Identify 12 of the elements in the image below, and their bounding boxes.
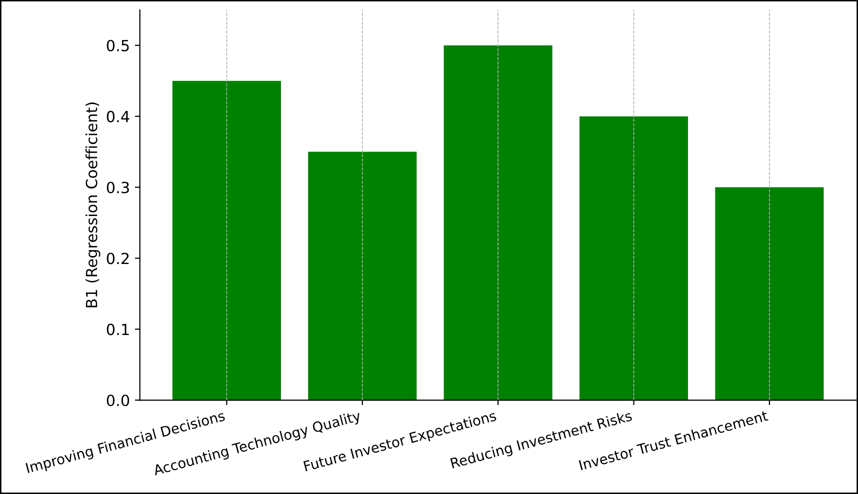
y-tick-label: 0.5: [106, 40, 129, 52]
y-axis-title: B1 (Regression Coefficient): [85, 102, 100, 308]
y-tick-label: 0.0: [106, 394, 130, 406]
bar: [579, 116, 688, 400]
y-tick-label: 0.3: [106, 182, 129, 194]
bar: [715, 187, 824, 400]
y-tick-label: 0.2: [106, 252, 129, 264]
bar: [444, 45, 552, 400]
bar: [172, 80, 281, 400]
bar: [308, 152, 417, 400]
y-tick-label: 0.1: [106, 324, 129, 336]
y-tick-label: 0.4: [106, 110, 130, 122]
